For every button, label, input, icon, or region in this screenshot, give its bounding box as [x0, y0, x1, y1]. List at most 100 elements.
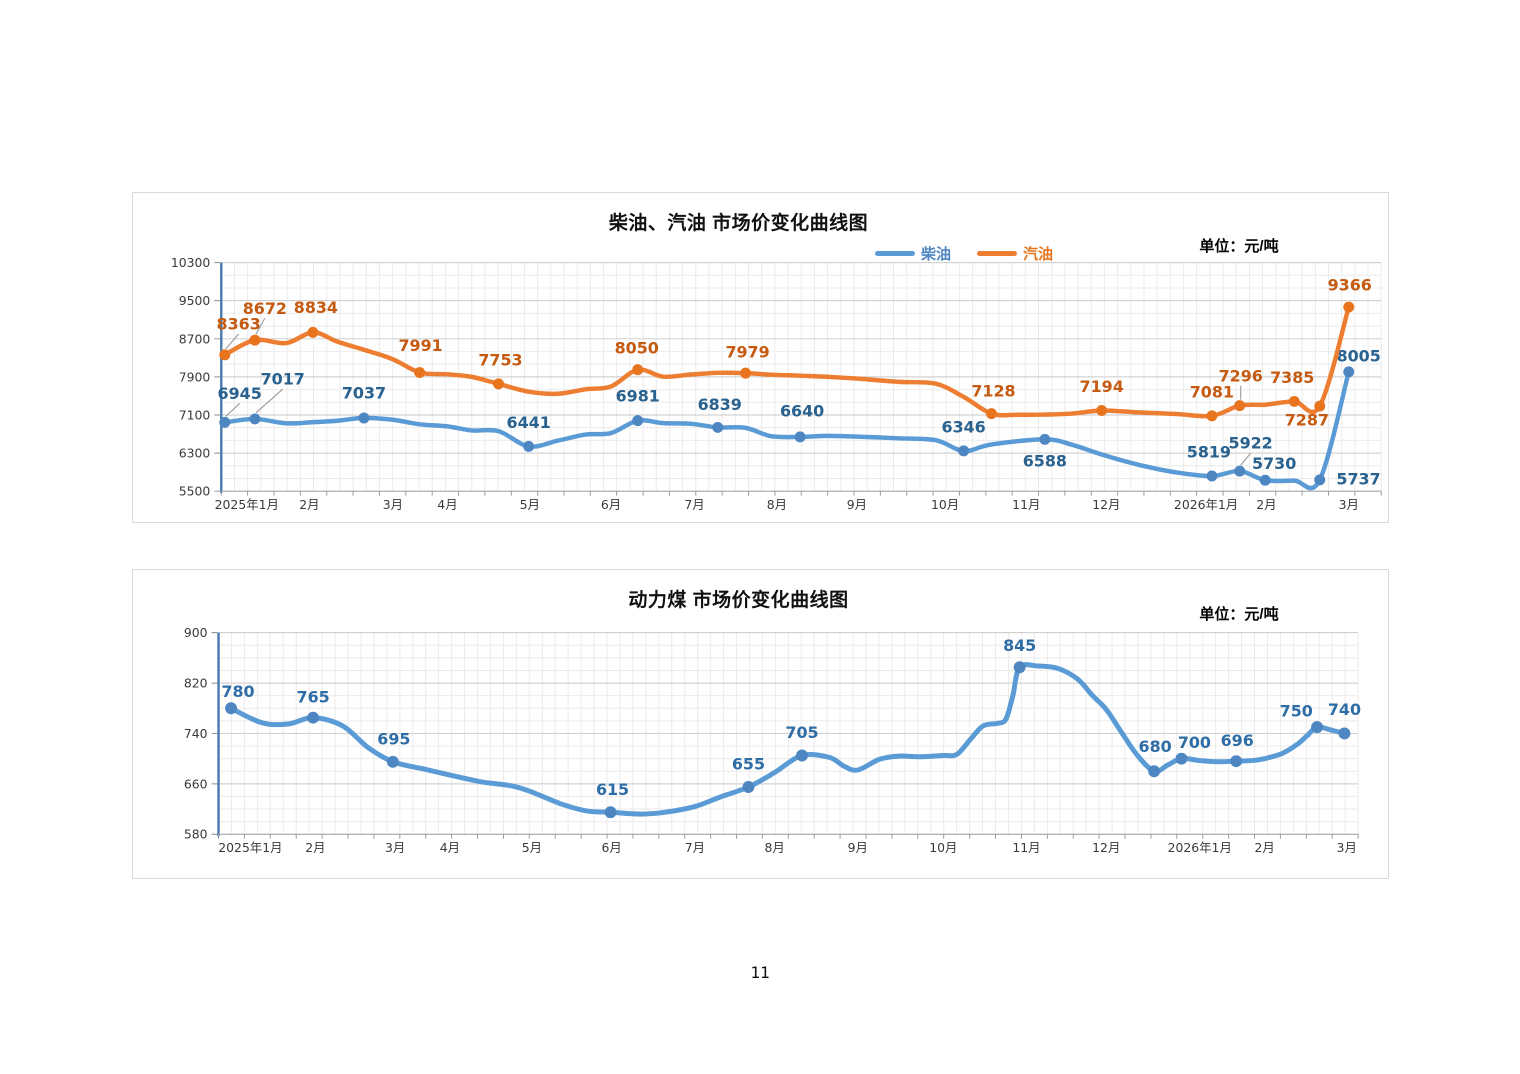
x-axis-ticks	[220, 491, 1382, 496]
data-point-label-diesel: 7017	[261, 370, 305, 389]
data-point-label-coal: 655	[732, 755, 765, 774]
data-point-marker-gasoline	[1343, 301, 1355, 313]
data-point-marker-gasoline	[740, 367, 752, 379]
fuel-price-line-chart: 5500 6300 7100 7900 8700 9500 10300 2025年1月 2月 3月…	[171, 255, 1382, 512]
data-point-marker-coal	[796, 749, 808, 762]
x-tick-label: 2025年1月	[215, 497, 279, 512]
y-tick-label: 900	[184, 625, 208, 640]
data-point-label-gasoline: 8050	[615, 338, 659, 357]
fuel-price-chart-panel: 柴油、汽油 市场价变化曲线图 柴油 汽油 单位：元/吨 5500 6300 7100…	[132, 192, 1389, 523]
data-point-marker-coal	[1175, 752, 1188, 765]
data-point-label-diesel: 5737	[1336, 469, 1380, 488]
data-point-label-diesel: 8005	[1337, 346, 1381, 365]
legend-label-diesel: 柴油	[921, 246, 952, 263]
data-point-marker-diesel	[632, 415, 644, 427]
diesel-line-swatch-icon	[875, 251, 915, 256]
data-point-marker-diesel	[958, 445, 970, 457]
coal-chart-title: 动力煤 市场价变化曲线图	[628, 590, 849, 611]
y-tick-label: 9500	[179, 293, 211, 308]
data-point-label-gasoline: 8672	[243, 299, 287, 318]
label-leader-line	[255, 317, 266, 335]
x-tick-label: 3月	[1337, 840, 1357, 855]
data-point-label-coal: 696	[1221, 731, 1254, 750]
gasoline-line-swatch-icon	[977, 251, 1018, 256]
x-tick-label: 3月	[385, 840, 405, 855]
data-point-marker-diesel	[1259, 474, 1271, 486]
data-point-marker-gasoline	[1206, 410, 1218, 422]
y-tick-label: 580	[184, 827, 208, 842]
y-axis-ticks	[214, 262, 221, 492]
y-tick-label: 7100	[179, 407, 211, 422]
data-point-label-coal: 765	[297, 687, 330, 706]
data-point-marker-gasoline	[1096, 405, 1108, 416]
x-tick-label: 4月	[440, 840, 460, 855]
data-point-marker-gasoline	[493, 378, 504, 390]
data-point-label-gasoline: 7287	[1285, 410, 1329, 429]
x-tick-label: 7月	[685, 840, 705, 855]
y-tick-label: 6300	[179, 446, 211, 461]
data-point-marker-diesel	[794, 431, 806, 443]
data-point-marker-gasoline	[249, 334, 261, 346]
data-point-label-gasoline: 7081	[1190, 383, 1234, 402]
data-point-marker-coal	[225, 702, 238, 715]
data-point-marker-coal	[1230, 755, 1243, 768]
data-point-marker-coal	[1338, 727, 1351, 740]
data-point-marker-diesel	[219, 416, 231, 428]
data-point-marker-diesel	[712, 421, 724, 433]
coal-price-line-chart: 580 660 740 820 900 2025年1月 2月 3月 4月 5月 6月 7月 8月 9月 10…	[184, 625, 1361, 855]
legend-item-diesel: 柴油	[875, 243, 951, 264]
x-tick-label: 12月	[1092, 497, 1120, 512]
fuel-chart-title: 柴油、汽油 市场价变化曲线图	[608, 213, 869, 234]
x-tick-label: 2月	[1255, 840, 1275, 855]
legend-label-gasoline: 汽油	[1023, 246, 1054, 263]
data-point-marker-gasoline	[414, 367, 426, 379]
label-leader-line	[225, 333, 240, 350]
fuel-chart-legend: 柴油 汽油	[875, 243, 1053, 264]
y-tick-label: 8700	[179, 331, 211, 346]
x-axis-ticks	[218, 834, 1359, 839]
data-point-label-coal: 750	[1280, 702, 1313, 721]
data-point-label-gasoline: 7753	[478, 350, 522, 369]
x-tick-label: 6月	[602, 840, 622, 855]
x-tick-label: 2月	[299, 497, 319, 512]
y-tick-label: 820	[184, 675, 208, 690]
data-point-marker-gasoline	[632, 364, 644, 376]
data-point-label-gasoline: 7979	[725, 343, 769, 362]
series-line-coal	[228, 662, 1347, 817]
label-leader-line	[1240, 452, 1252, 466]
data-point-marker-diesel	[523, 440, 535, 452]
data-point-label-coal: 705	[785, 723, 818, 742]
coal-price-chart-panel: 动力煤 市场价变化曲线图 单位：元/吨 580 660 740 820 900 2025年…	[132, 569, 1389, 879]
x-tick-label: 9月	[847, 497, 867, 512]
x-tick-label: 7月	[684, 497, 704, 512]
data-point-marker-coal	[1013, 661, 1026, 674]
data-point-marker-coal	[307, 711, 320, 724]
data-point-label-diesel: 6945	[218, 384, 262, 403]
data-point-marker-coal	[742, 781, 755, 793]
x-tick-label: 11月	[1012, 840, 1040, 855]
x-tick-label: 10月	[929, 840, 957, 855]
data-point-marker-diesel	[1234, 465, 1246, 477]
data-point-marker-diesel	[358, 412, 370, 424]
x-tick-label: 8月	[767, 497, 787, 512]
y-tick-label: 7900	[179, 369, 211, 384]
x-tick-label: 11月	[1012, 497, 1040, 512]
data-point-marker-coal	[1148, 765, 1161, 778]
data-point-marker-diesel	[249, 413, 261, 425]
x-tick-label: 9月	[848, 840, 868, 855]
data-point-label-gasoline: 7194	[1080, 377, 1124, 396]
data-point-marker-coal	[1311, 721, 1324, 734]
x-tick-label: 6月	[601, 497, 621, 512]
data-point-marker-diesel	[1343, 366, 1355, 378]
data-point-marker-gasoline	[1234, 400, 1246, 412]
fuel-chart-unit-label: 单位：元/吨	[1199, 238, 1279, 255]
series-line-diesel	[222, 369, 1351, 491]
data-point-label-diesel: 7037	[342, 384, 386, 403]
data-point-label-diesel: 5730	[1252, 454, 1296, 473]
data-point-label-gasoline: 7385	[1270, 368, 1314, 387]
data-point-marker-gasoline	[219, 349, 231, 361]
data-point-marker-gasoline	[986, 408, 997, 420]
label-leader-line	[225, 403, 241, 417]
data-point-label-coal: 695	[377, 729, 410, 748]
